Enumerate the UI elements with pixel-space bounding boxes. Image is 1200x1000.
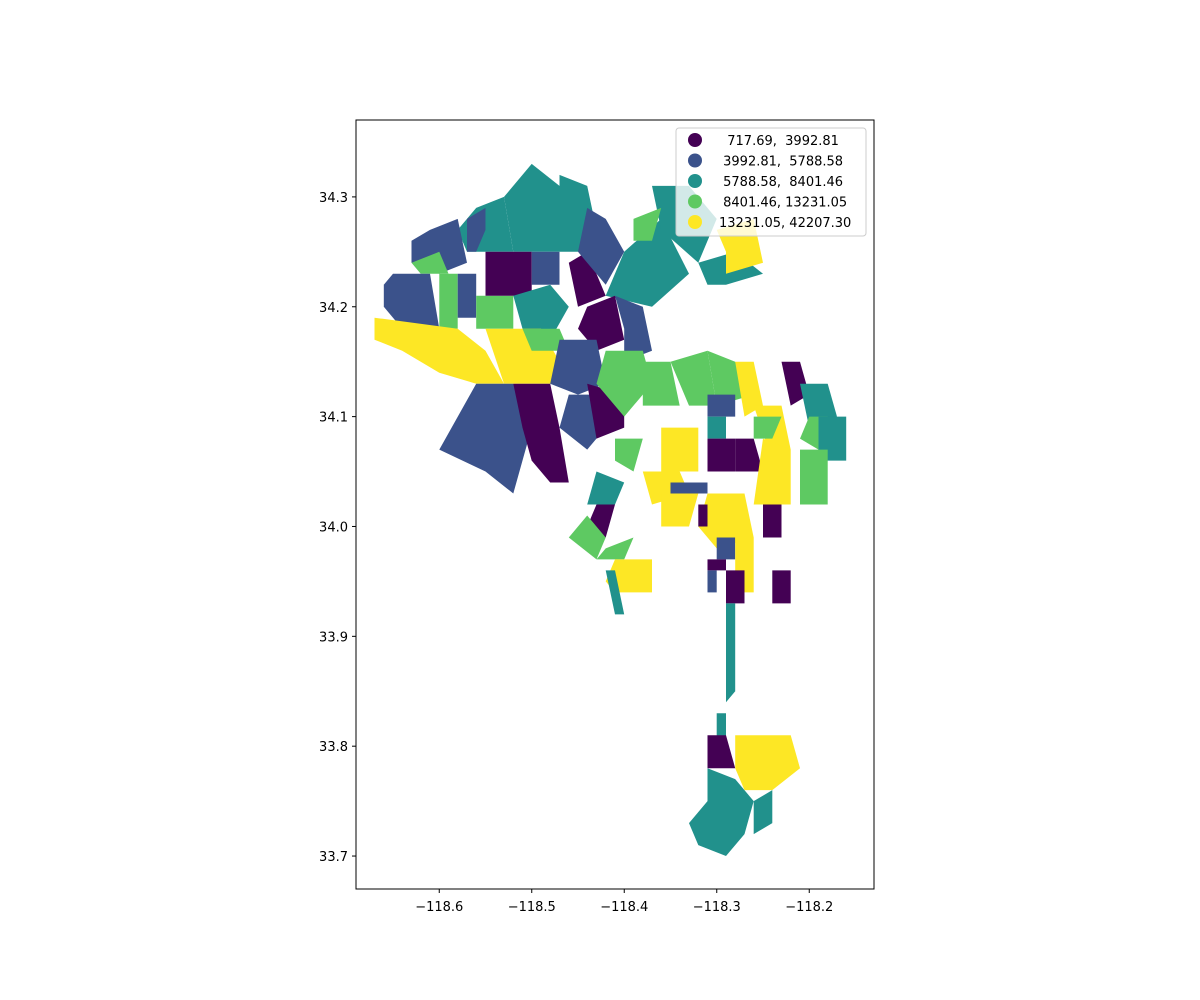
legend-marker-1: [688, 133, 702, 147]
legend-label-1: 717.69, 3992.81: [719, 134, 839, 149]
map-region-70: [707, 735, 736, 769]
x-tick-label-5: −118.2: [785, 900, 833, 915]
map-region-60: [698, 504, 708, 527]
y-tick-label-3: 33.9: [319, 630, 348, 645]
legend-label-4: 8401.46, 13231.05: [719, 196, 847, 211]
map-region-40: [800, 449, 828, 505]
map-region-27: [439, 383, 532, 494]
legend-label-3: 5788.58, 8401.46: [719, 175, 843, 190]
legend-marker-3: [688, 174, 702, 188]
map-region-7: [383, 273, 440, 329]
map-region-42: [707, 394, 736, 417]
map-region-61: [716, 537, 736, 560]
y-tick-label-2: 33.8: [319, 740, 348, 755]
map-region-55: [568, 515, 606, 560]
map-region-44: [661, 427, 699, 472]
map-region-24: [578, 295, 625, 351]
y-tick-label-1: 33.7: [319, 850, 348, 865]
map-region-28: [513, 383, 569, 483]
map-region-53: [587, 471, 625, 505]
map-region-21: [374, 317, 504, 384]
map-region-32: [642, 361, 680, 406]
legend-marker-4: [688, 194, 702, 209]
legend-label-2: 3992.81, 5788.58: [719, 155, 843, 170]
map-region-26: [550, 339, 606, 395]
y-axis-ticks: 33.7 33.8 33.9 34.0 34.1 34.2 34.3: [319, 191, 356, 865]
map-region-56: [596, 537, 634, 560]
map-region-58: [605, 570, 625, 615]
map-region-72: [689, 768, 754, 856]
map-region-49: [615, 438, 643, 472]
map-region-33: [670, 350, 717, 406]
y-tick-label-7: 34.3: [319, 191, 348, 206]
map-region-45: [707, 438, 736, 472]
map-region-52: [661, 493, 699, 527]
x-tick-label-1: −118.6: [415, 900, 463, 915]
map-region-8: [439, 273, 458, 329]
legend-marker-5: [688, 215, 702, 229]
map-region-51: [670, 482, 708, 494]
map-region-59: [698, 493, 754, 549]
map-region-18: [633, 207, 662, 241]
map-region-46: [735, 438, 763, 472]
y-tick-label-6: 34.2: [319, 301, 348, 316]
map-regions: [374, 163, 847, 856]
map-region-35: [735, 361, 763, 417]
map-region-65: [763, 504, 782, 538]
map-region-67: [772, 570, 791, 604]
legend-entries: 717.69, 3992.81 3992.81, 5788.58 5788.58…: [688, 133, 851, 231]
map-region-31: [596, 350, 652, 417]
axes-frame: [355, 119, 875, 890]
map-region-63: [726, 570, 745, 604]
map-region-36: [781, 361, 810, 406]
map-region-43: [707, 416, 726, 439]
map-region-16: [605, 218, 689, 307]
map-region-25: [615, 295, 652, 362]
map-region-47: [753, 438, 791, 505]
map-region-71: [735, 735, 800, 791]
map-region-1: [504, 163, 560, 252]
map-region-73: [753, 790, 773, 835]
legend-marker-2: [688, 153, 702, 168]
x-axis-ticks: −118.6 −118.5 −118.4 −118.3 −118.2: [415, 889, 833, 915]
map-region-6: [411, 251, 449, 274]
map-region-12: [531, 251, 560, 285]
map-region-15: [578, 207, 625, 285]
map-region-66: [707, 570, 717, 593]
map-region-13: [513, 284, 569, 340]
y-tick-label-5: 34.1: [319, 411, 348, 426]
map-region-14: [568, 251, 606, 307]
map-region-68: [726, 603, 736, 703]
map-region-23: [522, 328, 569, 351]
x-tick-label-4: −118.3: [693, 900, 741, 915]
legend: 717.69, 3992.81 3992.81, 5788.58 5788.58…: [675, 127, 867, 237]
map-region-10: [476, 295, 514, 329]
legend-label-5: 13231.05, 42207.30: [719, 216, 851, 231]
map-region-64: [707, 559, 726, 571]
y-tick-label-4: 34.0: [319, 520, 348, 535]
map-region-5: [467, 207, 486, 252]
map-region-48: [753, 416, 782, 439]
map-region-9: [457, 273, 477, 318]
x-tick-label-3: −118.4: [600, 900, 648, 915]
x-tick-label-2: −118.5: [508, 900, 556, 915]
map-region-11: [485, 251, 532, 296]
legend-frame: [675, 127, 867, 237]
